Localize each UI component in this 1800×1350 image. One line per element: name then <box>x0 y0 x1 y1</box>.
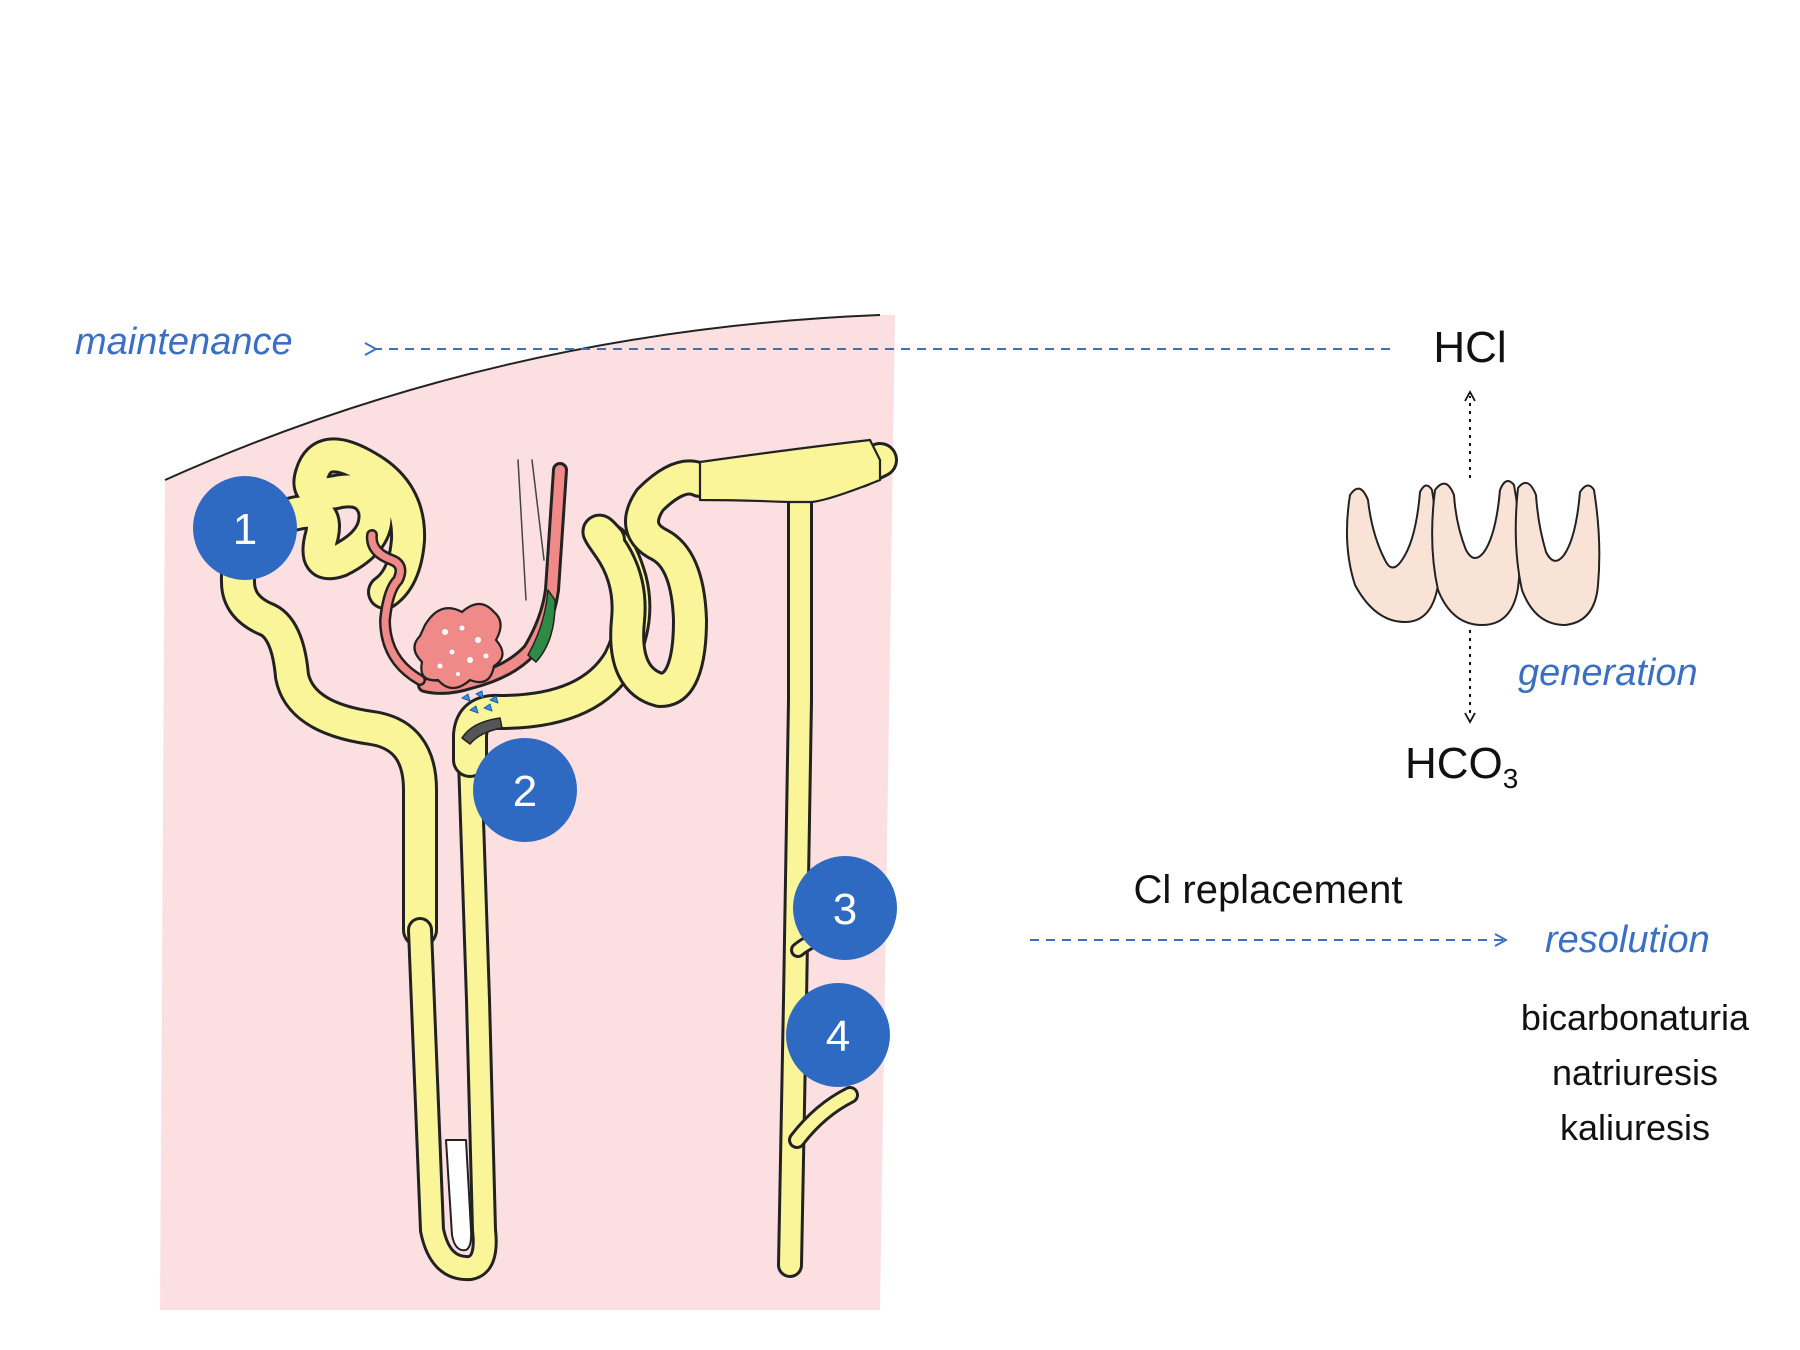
hco3-subscript: 3 <box>1503 763 1519 794</box>
resolution-label: resolution <box>1545 919 1710 961</box>
badge-4: 4 <box>786 983 890 1087</box>
outcome-kaliuresis: kaliuresis <box>1560 1107 1710 1148</box>
svg-text:2: 2 <box>513 767 537 816</box>
hco3-main: HCO <box>1405 739 1503 788</box>
maintenance-label: maintenance <box>75 321 293 363</box>
badge-1: 1 <box>193 476 297 580</box>
macula-densa <box>461 717 503 745</box>
arteriole-green-band <box>527 589 556 663</box>
parietal-cells <box>1345 480 1601 627</box>
outcome-natriuresis: natriuresis <box>1552 1052 1718 1093</box>
svg-text:3: 3 <box>833 885 857 934</box>
svg-text:4: 4 <box>826 1012 850 1061</box>
hco3-label: HCO3 <box>1405 739 1518 794</box>
glomerulus-dots <box>437 625 489 676</box>
vasa-recta-line <box>517 459 545 601</box>
kidney-capsule-line <box>164 314 881 481</box>
renin-granules <box>461 690 499 714</box>
parietal-cell-2 <box>1431 480 1522 627</box>
svg-text:1: 1 <box>233 505 257 554</box>
outcome-bicarbonaturia: bicarbonaturia <box>1521 997 1750 1038</box>
parietal-cell-1 <box>1345 484 1440 624</box>
collecting-duct-top <box>698 438 882 504</box>
glomerulus <box>413 602 504 690</box>
nephron-illustration <box>219 437 898 1282</box>
hcl-label: HCl <box>1433 323 1506 372</box>
generation-label: generation <box>1518 652 1698 694</box>
cl-replacement-label: Cl replacement <box>1133 868 1402 912</box>
badge-3: 3 <box>793 856 897 960</box>
parietal-cell-3 <box>1514 481 1601 627</box>
badge-2: 2 <box>473 738 577 842</box>
